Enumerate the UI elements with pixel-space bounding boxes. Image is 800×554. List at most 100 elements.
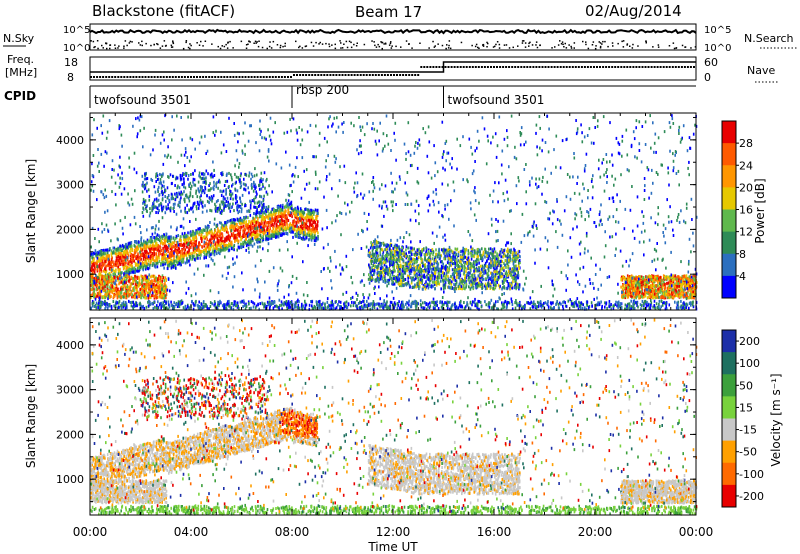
nsearch-point bbox=[355, 45, 358, 47]
nsearch-point bbox=[690, 47, 692, 49]
nsearch-point bbox=[247, 43, 249, 45]
nave-point bbox=[520, 66, 523, 68]
nsearch-point bbox=[321, 43, 324, 45]
nave-point bbox=[99, 76, 102, 78]
nsearch-point bbox=[256, 41, 258, 43]
nsearch-point bbox=[270, 47, 273, 49]
nsearch-point bbox=[557, 44, 560, 46]
log-tick-top-right: 10^5 bbox=[704, 25, 731, 36]
nsearch-point bbox=[517, 45, 519, 47]
nsearch-point bbox=[348, 40, 351, 43]
nsearch-point bbox=[381, 47, 383, 50]
nsearch-point bbox=[268, 45, 271, 48]
nave-point bbox=[680, 66, 683, 68]
nsearch-point bbox=[375, 46, 378, 48]
nsearch-point bbox=[395, 45, 397, 48]
nsearch-point bbox=[334, 43, 336, 46]
nsearch-point bbox=[521, 42, 524, 44]
nsearch-point bbox=[257, 45, 260, 48]
nsearch-point bbox=[495, 43, 497, 46]
nave-tick-top: 60 bbox=[704, 56, 718, 69]
nave-point bbox=[296, 74, 298, 76]
nsearch-point bbox=[129, 40, 132, 43]
nave-point bbox=[126, 76, 129, 78]
nave-point bbox=[559, 66, 562, 68]
nave-point bbox=[265, 76, 268, 78]
velocity-colorbar-label: Velocity [m s⁻¹] bbox=[769, 373, 783, 466]
nave-point bbox=[162, 76, 165, 78]
x-axis-label: Time UT bbox=[367, 540, 418, 554]
nave-point bbox=[135, 76, 138, 78]
nsearch-point bbox=[227, 42, 229, 44]
nsearch-point bbox=[123, 47, 125, 49]
nsearch-point bbox=[331, 44, 333, 46]
nave-point bbox=[356, 74, 359, 76]
nsearch-point bbox=[138, 42, 140, 44]
nsearch-point bbox=[114, 44, 116, 46]
colorbar-tick-label: 200 bbox=[739, 335, 760, 348]
nsearch-point bbox=[573, 42, 576, 44]
x-tick-label: 20:00 bbox=[578, 525, 613, 539]
nave-point bbox=[623, 66, 626, 68]
nsearch-point bbox=[521, 40, 524, 42]
colorbar-tick-label: -50 bbox=[739, 446, 757, 459]
nave-point bbox=[505, 66, 508, 68]
nsearch-point bbox=[381, 41, 383, 44]
nsearch-point bbox=[626, 44, 628, 46]
nsearch-point bbox=[645, 42, 647, 44]
nave-label: Nave bbox=[747, 64, 775, 77]
nave-point bbox=[468, 66, 471, 68]
nsearch-point bbox=[496, 41, 499, 43]
nsearch-point bbox=[388, 44, 391, 46]
nave-point bbox=[608, 66, 611, 68]
nave-point bbox=[202, 76, 205, 78]
y-tick-label: 3000 bbox=[56, 179, 84, 192]
nave-point bbox=[96, 76, 99, 78]
nsearch-point bbox=[156, 43, 158, 45]
nsearch-point bbox=[325, 42, 327, 45]
nsearch-point bbox=[448, 44, 450, 47]
nave-tick-bottom: 0 bbox=[704, 71, 711, 84]
nsearch-point bbox=[446, 44, 448, 46]
nave-point bbox=[90, 76, 92, 78]
nave-point bbox=[253, 76, 256, 78]
nsearch-point bbox=[105, 42, 107, 44]
colorbar-tick-label: -100 bbox=[739, 468, 764, 481]
nave-point bbox=[341, 74, 344, 76]
nsearch-point bbox=[560, 43, 563, 45]
nave-point bbox=[290, 76, 292, 78]
nsearch-point bbox=[434, 45, 436, 47]
nave-point bbox=[220, 76, 223, 78]
nave-point bbox=[414, 74, 417, 76]
nsearch-point bbox=[299, 45, 301, 48]
nave-point bbox=[514, 66, 517, 68]
nave-point bbox=[574, 66, 577, 68]
freq-label: Freq. bbox=[7, 53, 34, 66]
nave-point bbox=[159, 76, 162, 78]
nsearch-point bbox=[390, 41, 392, 43]
nave-point bbox=[459, 66, 462, 68]
nsearch-point bbox=[568, 44, 570, 46]
colorbar-swatch bbox=[722, 330, 736, 353]
nave-point bbox=[193, 76, 195, 78]
nave-point bbox=[496, 66, 498, 68]
nave-point bbox=[677, 66, 680, 68]
nsearch-point bbox=[508, 47, 511, 49]
nsearch-point bbox=[594, 47, 597, 50]
nsearch-point bbox=[106, 47, 108, 50]
power-panel: 4000 3000 2000 1000 Slant Range [km] bbox=[24, 112, 698, 311]
nave-point bbox=[308, 74, 311, 76]
velocity-y-axis-label: Slant Range [km] bbox=[24, 364, 38, 468]
colorbar-tick-label: 15 bbox=[739, 401, 753, 414]
nave-point bbox=[450, 66, 453, 68]
nave-point bbox=[262, 76, 265, 78]
nave-point bbox=[111, 76, 114, 78]
nave-point bbox=[511, 66, 514, 68]
nsearch-point bbox=[172, 42, 175, 45]
nsearch-point bbox=[675, 47, 678, 49]
nsearch-point bbox=[266, 47, 268, 50]
nsearch-point bbox=[217, 45, 219, 48]
nsearch-point bbox=[353, 43, 355, 46]
nave-point bbox=[380, 74, 383, 76]
nsearch-point bbox=[528, 45, 530, 47]
